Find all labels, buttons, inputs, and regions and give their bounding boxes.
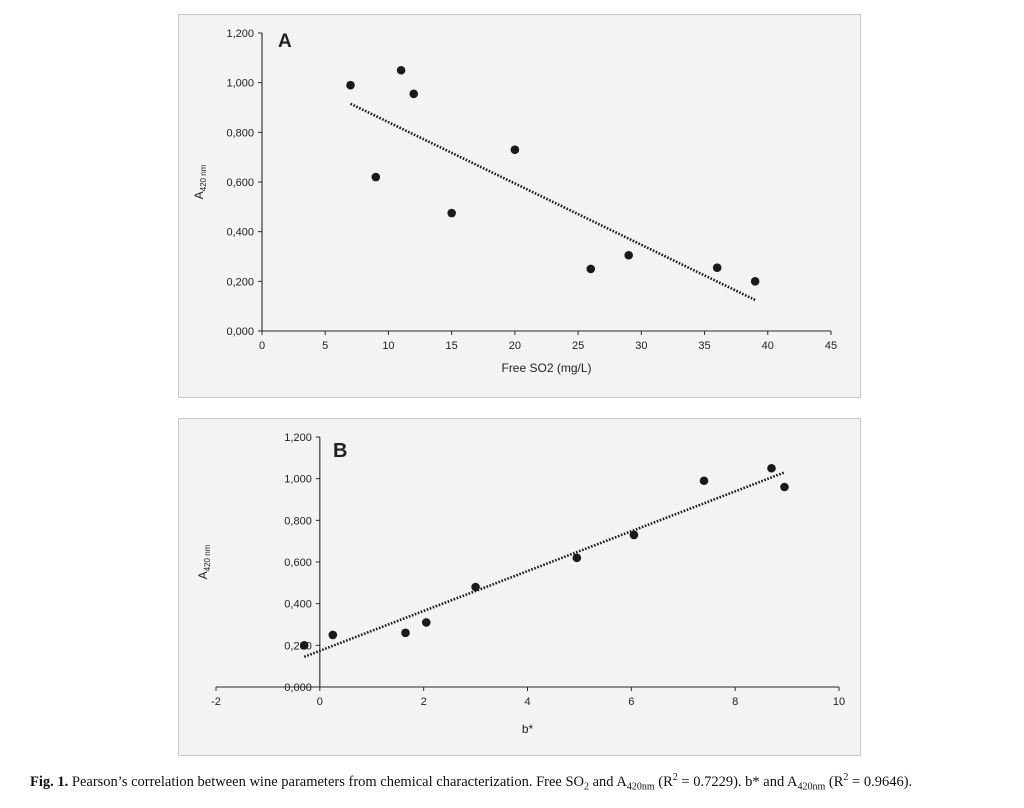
chart-a-x-tick-label: 45 [825,340,837,352]
chart-b-y-tick-label: 0,400 [284,599,312,611]
caption-text-2: and A [589,773,627,790]
chart-a-y-tick-label: 1,000 [226,78,254,90]
chart-a-svg: 0,000 0,200 0,400 0,600 0,800 1,000 1,200 0 5 10 1… [192,28,837,375]
chart-a-x-tick-label: 10 [382,340,394,352]
chart-b-data-point [471,582,480,592]
chart-panel-b: 0,000 0,200 0,400 0,600 0,800 1,000 1,200 -2 0 2 4… [178,418,861,756]
chart-a-y-tick-label: 0,200 [226,276,254,288]
chart-b-x-tick-label: 8 [732,696,738,708]
chart-b-data-point [421,618,431,627]
figure-caption: Fig. 1. Pearson’s correlation between wi… [30,772,1020,793]
chart-a-data-point [346,80,355,90]
chart-a-x-tick-label: 5 [322,340,328,352]
chart-a-x-tick-label: 20 [509,340,521,352]
chart-b-data-point [572,553,582,563]
chart-b-y-tick-label: 0,600 [284,557,312,569]
chart-b-trendline [303,471,785,659]
chart-b-x-tick-label: 4 [524,696,530,708]
caption-sup-r1: 2 [672,772,678,783]
chart-b-data-point [780,482,789,492]
chart-b-data-point [328,630,338,640]
chart-b-x-tick-label: 6 [628,696,634,708]
chart-a-x-axis-title: Free SO2 (mg/L) [501,361,591,375]
chart-b-y-tick-label: 1,000 [284,474,312,486]
chart-a-x-tick-label: 30 [635,340,647,352]
chart-a-data-point [510,145,520,155]
chart-panel-a: 0,000 0,200 0,400 0,600 0,800 1,000 1,200 0 5 10 1… [178,14,861,398]
caption-sub-a1: 420nm [626,781,655,793]
chart-b-x-axis-title: b* [522,722,534,736]
chart-a-x-tick-label: 15 [446,340,458,352]
caption-sup-r2: 2 [843,772,849,783]
chart-b-data-point [401,628,410,638]
figure-label: Fig. 1. [30,773,69,790]
chart-a-x-tick-label: 40 [762,340,774,352]
chart-a-data-point [712,263,722,272]
caption-text-6: = 0.9646). [848,773,913,790]
chart-b-y-tick-label: 0,000 [284,682,312,694]
chart-b-y-axis-title-sub: 420 nm [203,544,212,571]
chart-a-data-point [371,172,381,182]
chart-a-panel-label: A [278,31,292,52]
chart-a-trendline [349,102,756,302]
caption-sub-a2: 420nm [797,781,826,793]
chart-b-x-tick-label: 0 [317,696,323,708]
caption-text-5: (R [825,773,844,790]
chart-b-data-point [699,476,709,486]
chart-b-y-axis-title: A420 nm [196,544,212,579]
chart-a-data-point [586,264,596,274]
caption-text-4: = 0.7229). b* and A [677,773,798,790]
chart-a-data-point [409,89,419,99]
chart-b-data-point [767,463,776,473]
chart-a-y-tick-label: 0,400 [226,227,254,239]
caption-text-1: Pearson’s correlation between wine param… [68,773,584,790]
chart-a-x-tick-label: 35 [698,340,710,352]
chart-a-data-point [396,65,406,75]
chart-a-y-axis-title-sub: 420 nm [199,164,208,191]
chart-b-y-tick-label: 1,200 [284,432,312,444]
chart-a-y-tick-label: 0,000 [226,326,254,338]
chart-a-x-tick-label: 25 [572,340,584,352]
caption-sub-so2: 2 [584,781,589,793]
chart-b-data-point [299,641,309,650]
chart-b-x-tick-label: 10 [833,696,845,708]
chart-a-data-point [447,208,456,218]
chart-a-y-axis-title-main: A [192,191,206,199]
chart-a-data-point [750,277,760,286]
caption-text-3: (R [654,773,673,790]
chart-b-data-point [629,530,639,540]
chart-a-y-tick-label: 0,600 [226,177,254,189]
chart-a-x-tick-label: 0 [259,340,265,352]
chart-b-x-tick-label: -2 [211,696,221,708]
chart-b-panel-label: B [333,440,347,462]
chart-b-x-tick-label: 2 [421,696,427,708]
chart-a-y-axis-title: A420 nm [192,164,208,199]
chart-a-data-point [624,250,633,260]
chart-a-y-tick-label: 0,800 [226,127,254,139]
chart-a-y-tick-label: 1,200 [226,28,254,40]
chart-b-y-axis-title-main: A [196,571,210,579]
chart-b-y-tick-label: 0,800 [284,515,312,527]
